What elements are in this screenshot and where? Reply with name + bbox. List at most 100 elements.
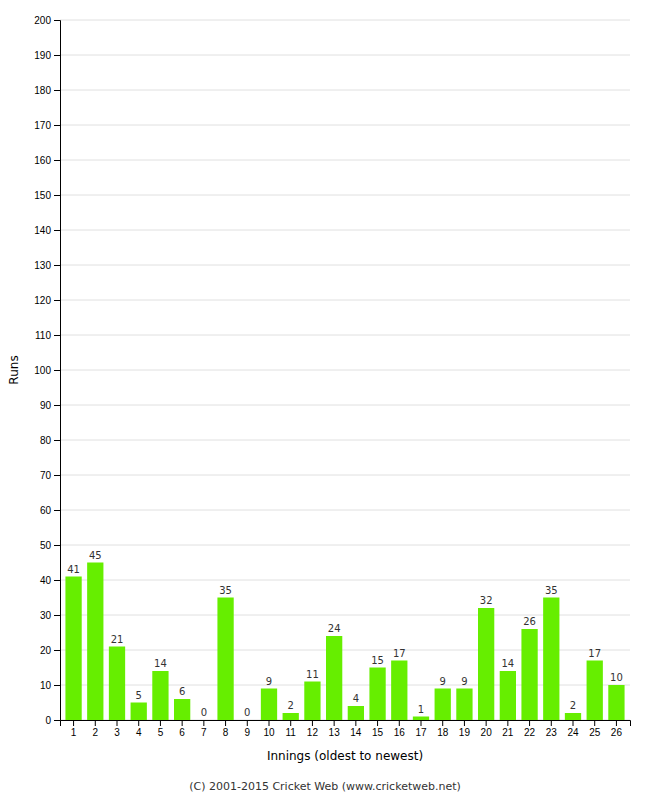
grid-line (60, 335, 630, 336)
x-tick: 10 (263, 720, 275, 738)
x-tick: 11 (286, 720, 297, 738)
x-tick-label: 21 (502, 727, 514, 738)
x-tick: 14 (350, 720, 362, 738)
x-tick-mark (160, 720, 161, 726)
y-tick-mark (54, 685, 60, 686)
y-tick-mark (54, 650, 60, 651)
x-tick: 5 (158, 720, 164, 738)
y-tick-mark (54, 615, 60, 616)
x-tick: 4 (136, 720, 142, 738)
y-tick-mark (54, 405, 60, 406)
bar (283, 713, 299, 720)
data-label: 41 (67, 564, 80, 575)
bar (196, 720, 212, 721)
y-tick: 50 (40, 540, 60, 551)
grid-line (60, 405, 630, 406)
x-tick: 25 (589, 720, 601, 738)
x-tick-mark (73, 720, 74, 726)
y-tick-label: 150 (34, 190, 51, 201)
data-label: 14 (501, 658, 514, 669)
grid-line (60, 580, 630, 581)
bar (435, 689, 451, 721)
x-tick-mark (290, 720, 291, 726)
y-tick-mark (54, 160, 60, 161)
x-tick: 6 (179, 720, 185, 738)
y-tick: 120 (34, 295, 60, 306)
x-tick-label: 3 (114, 727, 120, 738)
x-tick-mark (616, 720, 617, 726)
y-tick-mark (54, 265, 60, 266)
y-tick-label: 50 (40, 540, 52, 551)
y-tick-label: 110 (35, 330, 51, 341)
x-tick-mark (247, 720, 248, 726)
data-label: 9 (440, 676, 446, 687)
x-tick-mark (225, 720, 226, 726)
x-tick-mark (399, 720, 400, 726)
x-axis-title: Innings (oldest to newest) (267, 749, 423, 763)
y-tick: 80 (40, 435, 60, 446)
y-tick-label: 120 (34, 295, 51, 306)
bar (326, 636, 342, 720)
y-tick: 130 (34, 260, 60, 271)
y-tick-mark (54, 90, 60, 91)
y-tick: 190 (34, 50, 60, 61)
x-tick-mark (355, 720, 356, 726)
x-tick-mark (138, 720, 139, 726)
plot-area: 0102030405060708090100110120130140150160… (34, 15, 630, 738)
data-label: 2 (288, 700, 294, 711)
x-tick: 8 (223, 720, 229, 738)
grid-line (60, 125, 630, 126)
y-tick-label: 10 (40, 680, 52, 691)
x-tick: 19 (459, 720, 471, 738)
x-tick: 16 (394, 720, 406, 738)
x-tick-label: 13 (329, 727, 341, 738)
x-tick: 3 (114, 720, 120, 738)
x-tick-label: 15 (372, 727, 384, 738)
y-tick-mark (54, 440, 60, 441)
x-tick-label: 7 (201, 727, 207, 738)
data-label: 1 (418, 704, 424, 715)
bar (391, 661, 407, 721)
y-tick: 70 (40, 470, 60, 481)
x-tick-mark (269, 720, 270, 726)
y-tick: 20 (40, 645, 60, 656)
x-tick-mark (334, 720, 335, 726)
grid-line (60, 230, 630, 231)
y-tick-mark (54, 475, 60, 476)
data-label: 10 (610, 672, 623, 683)
x-tick-label: 22 (524, 727, 536, 738)
bar (109, 647, 125, 721)
x-tick-mark (594, 720, 595, 726)
bar (65, 577, 81, 721)
y-tick-mark (54, 300, 60, 301)
grid-line (60, 195, 630, 196)
x-tick: 18 (437, 720, 449, 738)
y-tick-label: 20 (40, 645, 52, 656)
y-tick-label: 60 (40, 505, 52, 516)
y-tick-mark (54, 125, 60, 126)
data-label: 35 (545, 585, 558, 596)
x-tick-label: 26 (611, 727, 623, 738)
y-tick: 160 (34, 155, 60, 166)
x-tick-mark (442, 720, 443, 726)
y-tick-label: 90 (40, 400, 52, 411)
y-tick-label: 190 (34, 50, 51, 61)
x-tick-label: 16 (394, 727, 406, 738)
x-tick: 2 (93, 720, 99, 738)
x-tick-label: 18 (437, 727, 449, 738)
x-tick-mark (203, 720, 204, 726)
x-tick-label: 10 (263, 727, 275, 738)
bar (500, 671, 516, 720)
y-tick: 10 (40, 680, 60, 691)
grid-line (60, 20, 630, 21)
x-tick: 21 (502, 720, 514, 738)
grid-line (60, 475, 630, 476)
x-tick-mark (117, 720, 118, 726)
grid-line (60, 90, 630, 91)
y-tick: 30 (40, 610, 60, 621)
data-label: 21 (111, 634, 124, 645)
y-tick-label: 170 (34, 120, 51, 131)
x-tick-mark (573, 720, 574, 726)
x-tick-mark (95, 720, 96, 726)
data-label: 32 (480, 595, 493, 606)
